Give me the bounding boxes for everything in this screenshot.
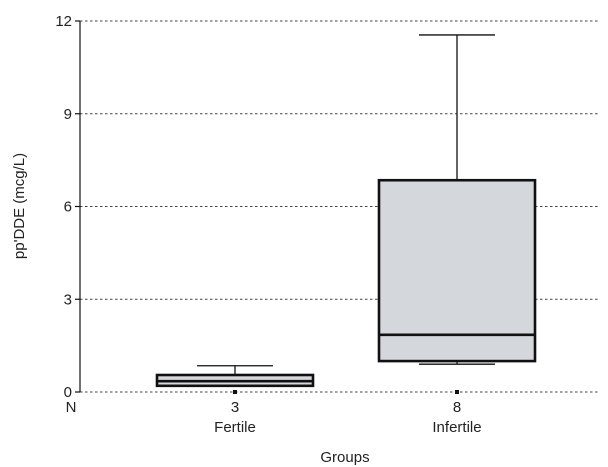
n-label: N — [66, 399, 77, 416]
y-tick-label: 0 — [64, 384, 72, 401]
axes — [75, 20, 81, 393]
y-tick-label: 12 — [55, 13, 72, 30]
x-axis-label: Groups — [320, 449, 369, 466]
box-fertile — [155, 365, 315, 394]
y-axis-label: pp'DDE (mcg/L) — [11, 153, 28, 259]
box-infertile — [377, 34, 537, 394]
labels: pp'DDE (mcg/L) Groups N 0 3 6 9 12 3 Fertile 8 I… — [11, 13, 482, 466]
x-tick-label: Infertile — [432, 419, 481, 436]
y-tick-label: 9 — [64, 106, 72, 123]
n-value: 3 — [231, 399, 239, 416]
iqr-box — [377, 178, 537, 363]
boxes — [155, 34, 537, 394]
category-marker — [233, 390, 237, 394]
y-tick-label: 6 — [64, 199, 72, 216]
n-value: 8 — [453, 399, 461, 416]
category-marker — [455, 390, 459, 394]
x-tick-label: Fertile — [214, 419, 256, 436]
y-tick-label: 3 — [64, 291, 72, 308]
